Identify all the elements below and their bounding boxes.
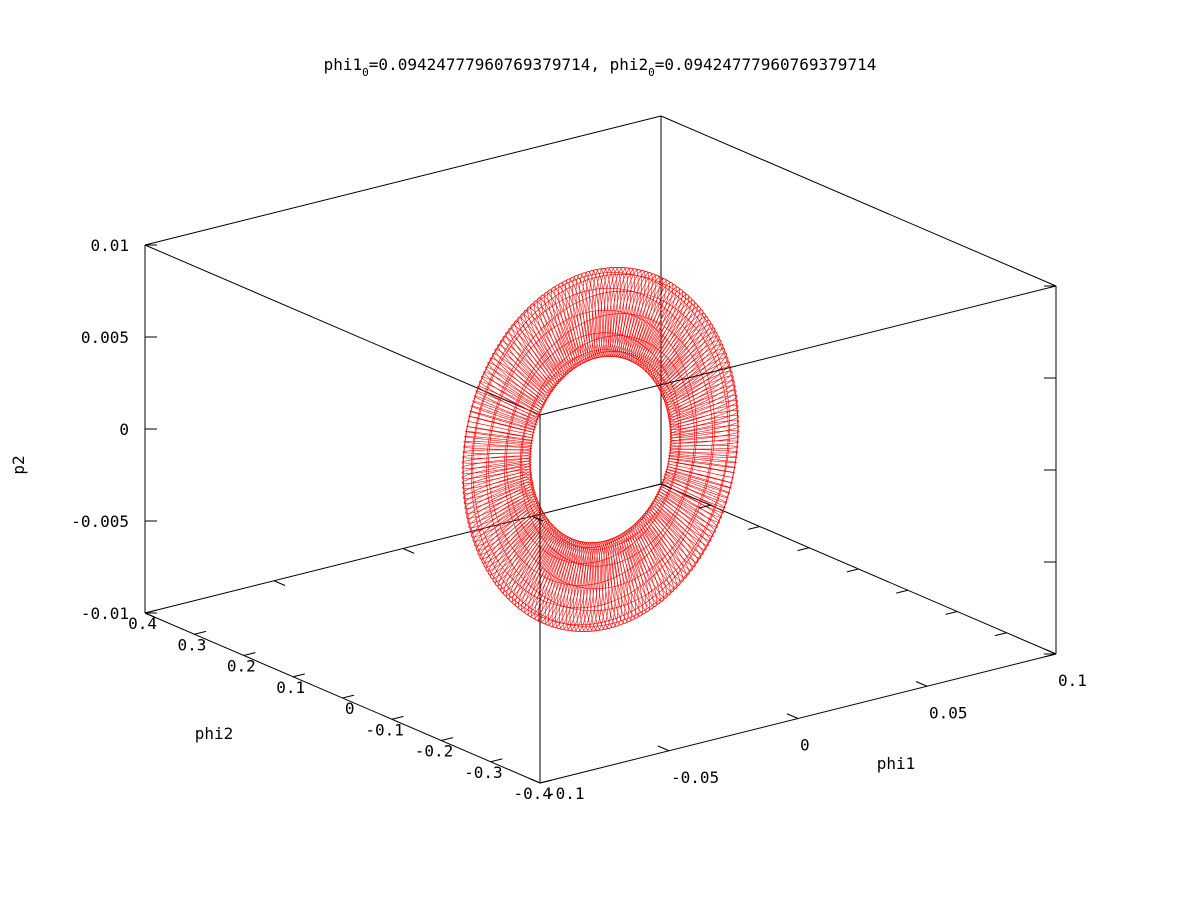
axes-box-front — [144, 285, 1057, 784]
y-tick-mirror — [698, 504, 711, 509]
torus-parallel — [486, 290, 729, 612]
y-tick — [342, 694, 355, 699]
torus-meridian — [667, 460, 735, 474]
y-tick-mirror — [797, 547, 810, 552]
x-tick-label: -0.05 — [671, 768, 719, 787]
box-edge — [144, 244, 541, 416]
y-tick-label: -0.2 — [415, 742, 454, 761]
box-edge — [660, 115, 1057, 287]
torus-parallel — [521, 349, 672, 549]
z-axis-label: p2 — [9, 455, 28, 474]
torus-meridian — [662, 479, 726, 509]
torus-parallel — [529, 350, 680, 550]
z-tick-label: -0.01 — [81, 604, 129, 623]
z-tick-label: -0.005 — [71, 512, 129, 531]
y-tick-mirror — [994, 632, 1007, 637]
torus-parallel — [529, 356, 672, 543]
x-tick — [915, 681, 928, 687]
torus-parallel — [519, 335, 695, 567]
torus-meridian — [592, 541, 610, 631]
y-tick-mirror — [747, 526, 760, 530]
y-tick — [490, 758, 503, 763]
x-tick-label: 0.05 — [929, 703, 968, 722]
torus-series — [461, 266, 740, 633]
torus-meridian — [610, 267, 632, 358]
x-axis-label: phi1 — [877, 754, 916, 773]
x-tick-mirror — [531, 515, 544, 522]
x-tick-mirror — [144, 612, 157, 619]
torus-meridian — [475, 390, 539, 420]
y-tick — [441, 737, 454, 741]
y-tick — [391, 715, 404, 720]
y-tick-label: 0.4 — [128, 614, 157, 633]
y-tick-mirror — [649, 483, 662, 488]
torus-parallel — [463, 272, 730, 626]
box-edge — [144, 115, 662, 246]
z-tick-label: 0 — [119, 420, 129, 439]
y-tick-label: -0.4 — [513, 784, 552, 803]
y-tick-mirror — [896, 589, 908, 594]
torus-meridian — [466, 425, 534, 439]
x-tick-label: 0.1 — [1058, 671, 1087, 690]
y-axis-label: phi2 — [195, 724, 234, 743]
x-tick-mirror — [402, 548, 415, 554]
torus-meridian — [569, 541, 591, 632]
torus-parallel — [471, 273, 738, 627]
x-tick — [657, 745, 670, 752]
y-tick-label: 0.3 — [177, 635, 206, 654]
x-tick — [786, 713, 799, 719]
x-tick — [528, 777, 541, 784]
y-tick — [194, 630, 207, 635]
x-tick-mirror — [273, 580, 286, 586]
y-tick — [293, 673, 305, 678]
y-tick-mirror — [945, 611, 958, 615]
y-tick-label: 0.2 — [227, 657, 256, 676]
x-tick-label: 0 — [800, 736, 810, 755]
torus-meridian — [461, 455, 532, 464]
torus-parallel — [504, 313, 713, 590]
y-tick — [243, 652, 256, 656]
chart-title: phi10=0.09424777960769379714, phi20=0.09… — [324, 55, 877, 79]
torus-meridian — [669, 435, 740, 444]
torus-parallel — [462, 266, 739, 633]
torus-parallel — [506, 332, 682, 564]
torus-parallel — [472, 287, 715, 609]
y-tick-label: 0 — [345, 699, 355, 718]
torus-parallel — [488, 309, 697, 586]
y-tick-label: -0.1 — [365, 720, 404, 739]
torus-meridian — [591, 268, 609, 358]
x-tick-label: -0.1 — [546, 784, 585, 803]
axis-tick-labels: -0.1 -0.05 0 0.05 0.1 -0.4 -0.3 -0.2 -0.1 0 0.1 0.2… — [71, 236, 1087, 803]
x-tick — [1044, 648, 1057, 655]
x-tick-mirror — [660, 483, 673, 490]
y-tick — [539, 779, 552, 784]
z-tick-label: 0.01 — [90, 236, 129, 255]
y-tick-label: 0.1 — [276, 678, 305, 697]
y-tick-mirror — [846, 568, 859, 573]
z-tick-label: 0.005 — [81, 328, 129, 347]
box-edge — [539, 285, 1057, 416]
axis-ticks — [144, 244, 1057, 784]
y-tick-label: -0.3 — [464, 763, 503, 782]
